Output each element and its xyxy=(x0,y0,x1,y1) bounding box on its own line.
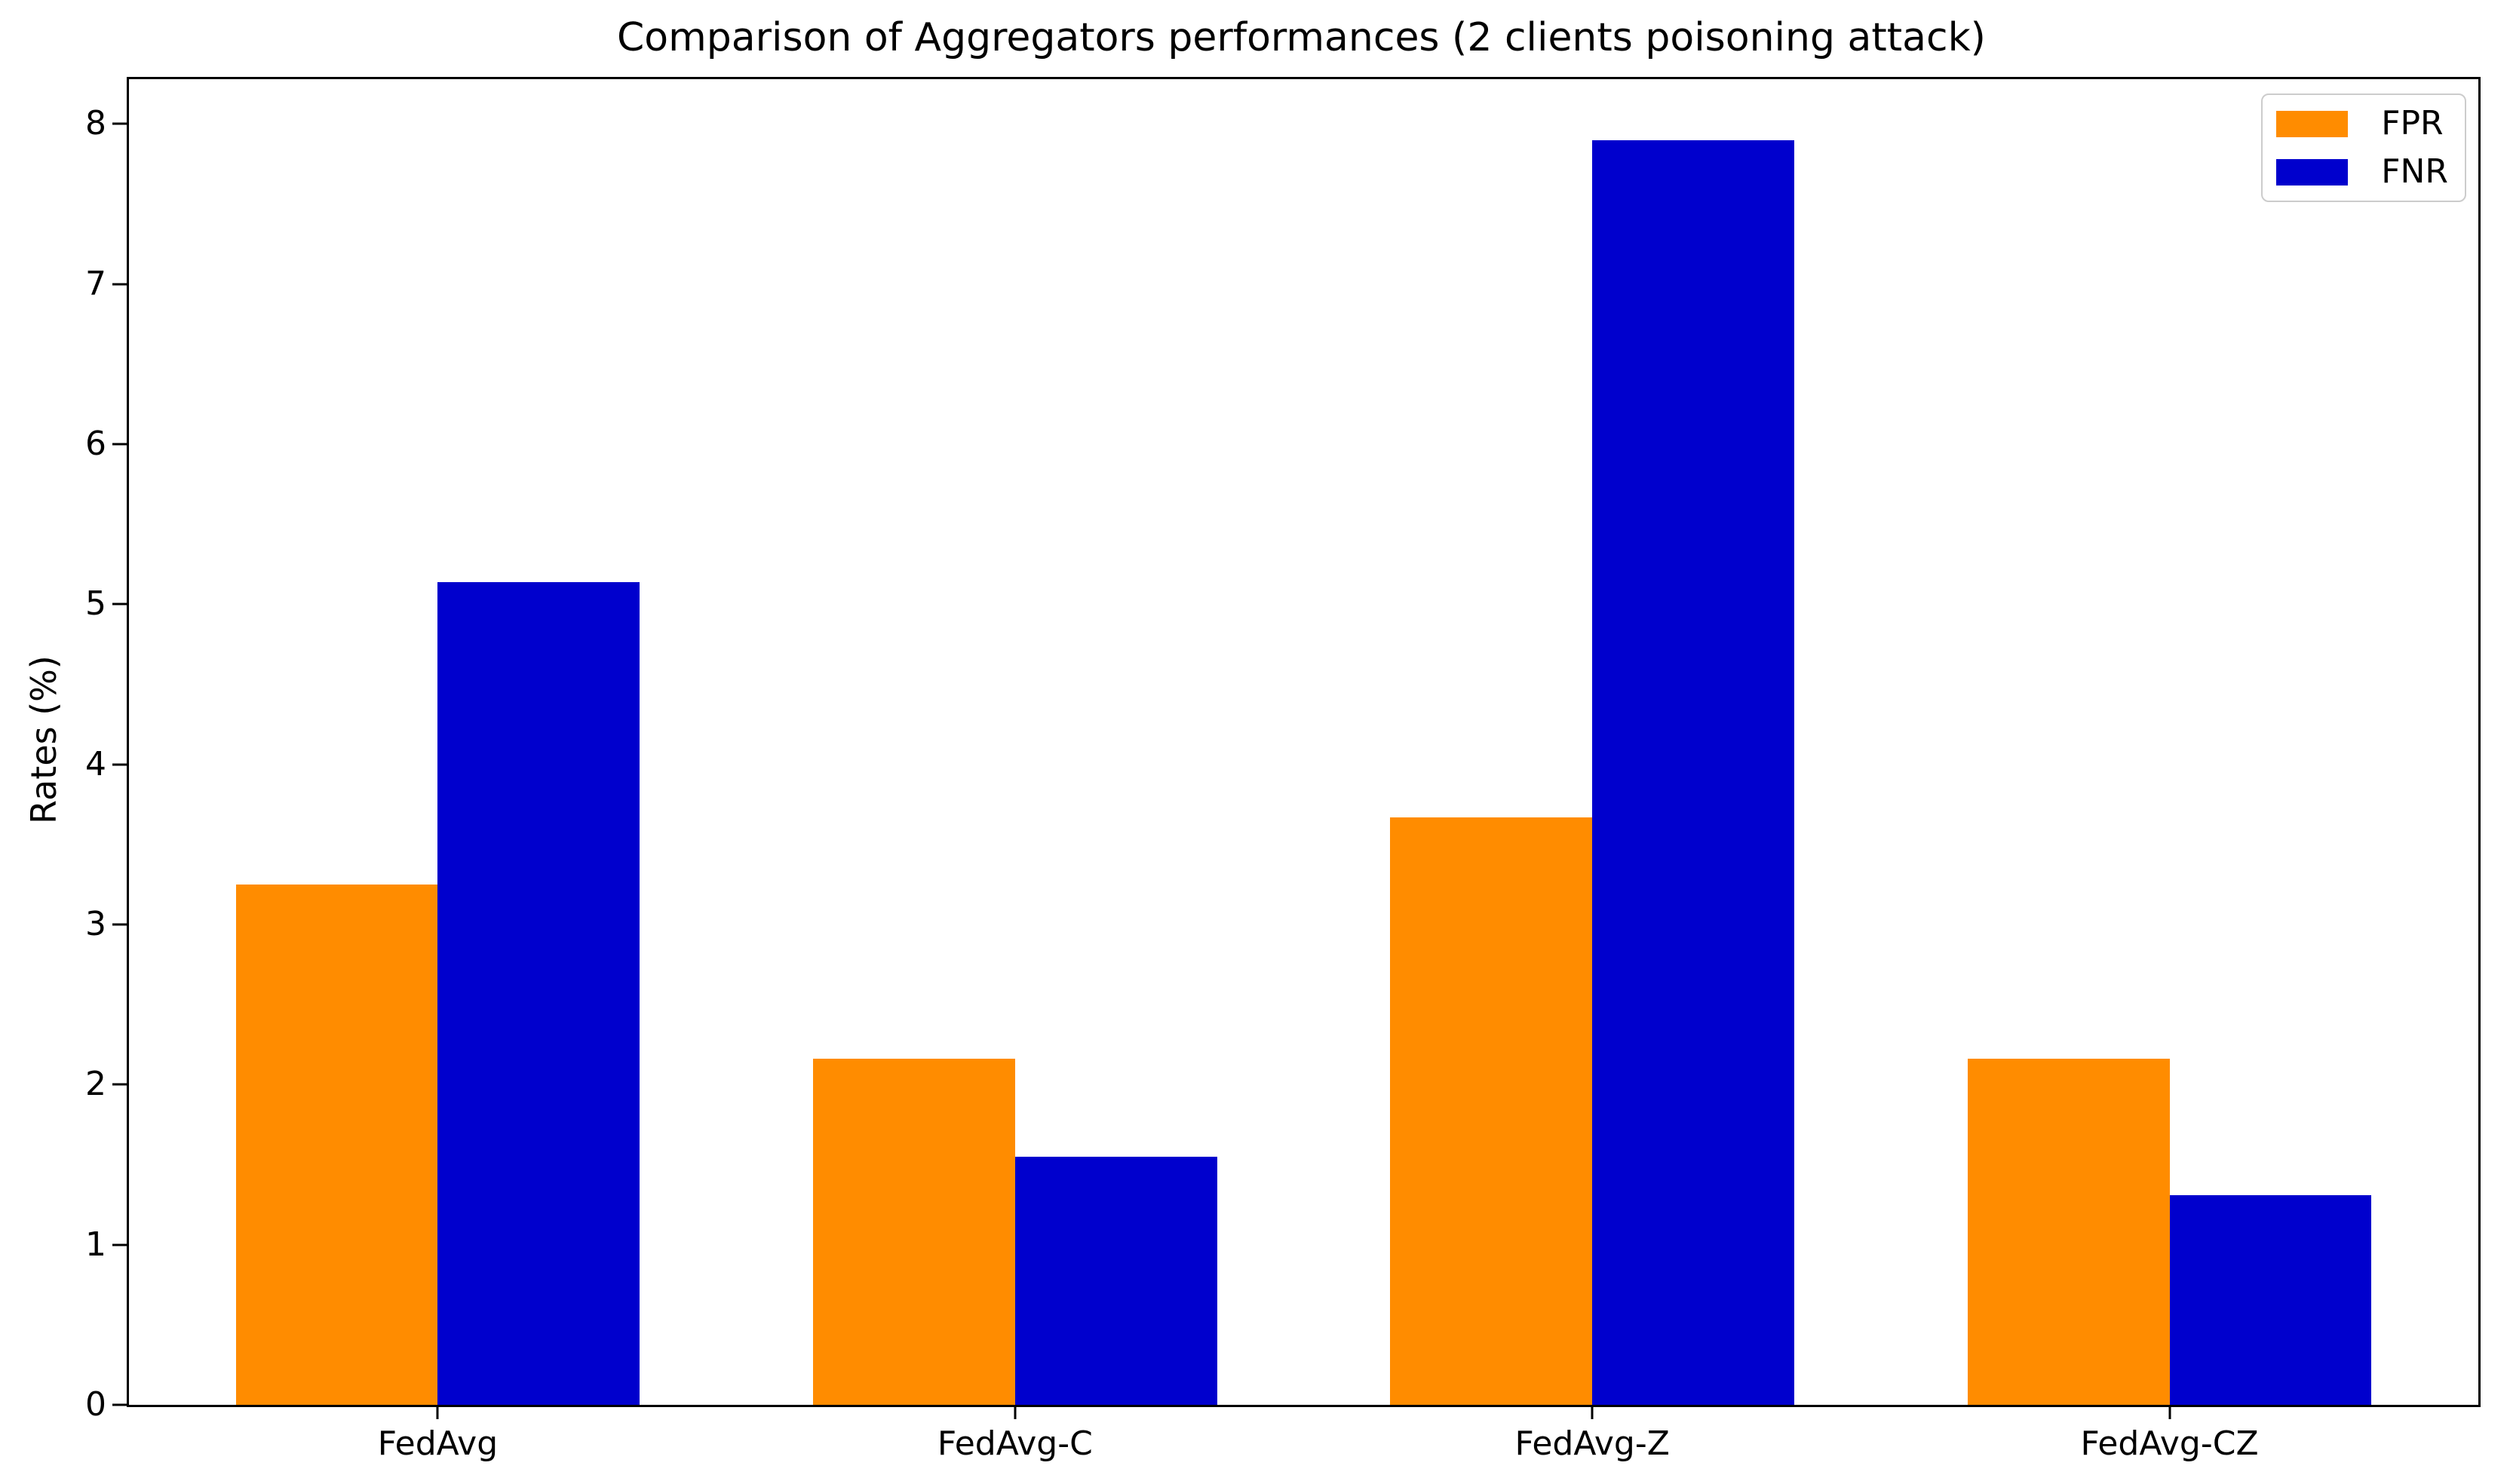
chart-title: Comparison of Aggregators performances (… xyxy=(617,15,1986,60)
y-tick-label-0: 0 xyxy=(85,1385,106,1424)
bar-fpr-fedavg-c xyxy=(812,1059,1015,1405)
y-tick-1 xyxy=(112,1243,127,1246)
y-tick-label-8: 8 xyxy=(85,104,106,143)
y-tick-4 xyxy=(112,763,127,766)
y-tick-label-1: 1 xyxy=(85,1225,106,1264)
y-tick-7 xyxy=(112,283,127,286)
y-tick-8 xyxy=(112,122,127,125)
bar-fnr-fedavg-cz xyxy=(2169,1194,2372,1405)
bar-fnr-fedavg-c xyxy=(1014,1156,1217,1405)
legend-fnr-label: FNR xyxy=(2381,152,2448,191)
legend: FPR FNR xyxy=(2261,94,2466,202)
y-tick-label-3: 3 xyxy=(85,905,106,944)
x-tick-fedavg-z xyxy=(1591,1407,1594,1419)
y-tick-label-4: 4 xyxy=(85,744,106,783)
x-tick-label-fedavg-z: FedAvg-Z xyxy=(1514,1424,1670,1463)
y-tick-label-6: 6 xyxy=(85,425,106,464)
x-tick-label-fedavg-c: FedAvg-C xyxy=(937,1424,1093,1463)
y-tick-label-2: 2 xyxy=(85,1065,106,1104)
bar-fnr-fedavg-z xyxy=(1592,140,1795,1405)
x-tick-fedavg-c xyxy=(1014,1407,1017,1419)
x-tick-fedavg xyxy=(436,1407,439,1419)
y-tick-2 xyxy=(112,1083,127,1086)
x-tick-label-fedavg: FedAvg xyxy=(377,1424,499,1463)
plot-area: FPR FNR 0 1 2 3 4 5 6 7 8 FedAvg FedAvg-C FedAvg-Z F… xyxy=(85,77,2481,1462)
bar-fnr-fedavg xyxy=(437,581,640,1405)
bar-fpr-fedavg-z xyxy=(1390,817,1593,1405)
bar-fpr-fedavg-cz xyxy=(1967,1059,2170,1405)
y-tick-6 xyxy=(112,443,127,446)
legend-fpr-swatch-icon xyxy=(2276,110,2349,137)
y-tick-3 xyxy=(112,923,127,926)
legend-entry-fpr: FPR xyxy=(2276,107,2448,140)
legend-entry-fnr: FNR xyxy=(2276,155,2448,189)
bar-fpr-fedavg xyxy=(235,884,438,1405)
y-tick-label-7: 7 xyxy=(85,264,106,303)
y-axis-label: Rates (%) xyxy=(23,655,64,824)
y-tick-0 xyxy=(112,1403,127,1406)
x-tick-fedavg-cz xyxy=(2168,1407,2171,1419)
x-tick-label-fedavg-cz: FedAvg-CZ xyxy=(2080,1424,2259,1463)
y-tick-5 xyxy=(112,602,127,606)
legend-fpr-label: FPR xyxy=(2381,104,2444,143)
legend-fnr-swatch-icon xyxy=(2276,158,2349,186)
y-tick-label-5: 5 xyxy=(85,584,106,624)
